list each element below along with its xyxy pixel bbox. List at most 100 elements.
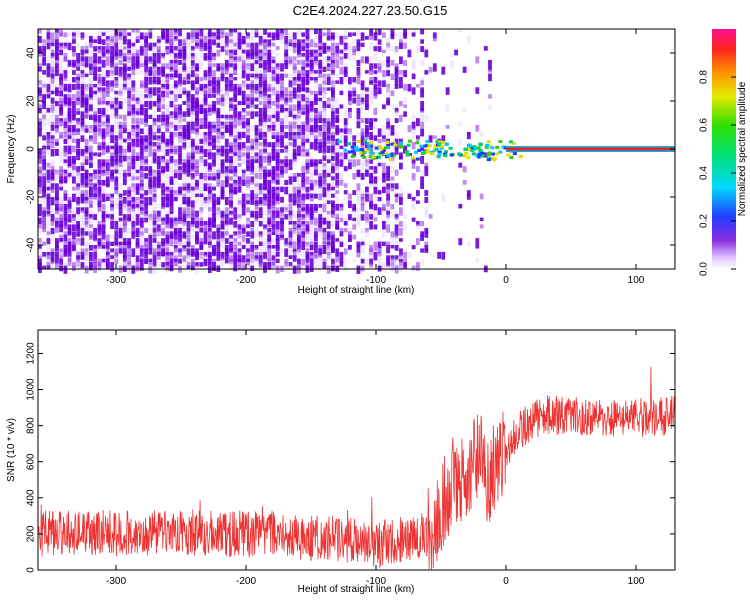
- spectrogram-cell: [110, 159, 115, 168]
- spectrogram-cell: [250, 63, 255, 72]
- spectrogram-band-cell: [490, 156, 495, 160]
- spectrogram-cell: [173, 149, 178, 155]
- spectrogram-cell: [284, 207, 289, 213]
- spectrogram-band-cell: [368, 150, 373, 154]
- spectrogram-cell: [335, 152, 340, 160]
- spectrogram-cell: [114, 83, 119, 88]
- spectrogram-cell: [331, 169, 335, 174]
- spectrogram-cell: [420, 159, 425, 163]
- spectrogram-cell: [135, 183, 140, 190]
- spectrogram-cell: [339, 152, 344, 159]
- spectrogram-cell: [165, 135, 170, 142]
- snr-frame: [37, 329, 676, 571]
- spectrogram-cell: [348, 231, 352, 237]
- spectrogram-band-cell: [389, 153, 393, 157]
- spectrogram-cell: [318, 87, 323, 93]
- spectrogram-cell: [258, 101, 263, 106]
- spectrogram-cell: [284, 94, 289, 100]
- spectrogram-cell: [72, 145, 76, 153]
- spectrogram-cell: [63, 262, 68, 269]
- spectrogram-cell: [59, 80, 64, 88]
- spectrogram-cell: [50, 169, 55, 176]
- spectrogram-cell: [314, 224, 318, 230]
- spectrogram-cell: [216, 42, 221, 48]
- spectrogram-cell: [373, 70, 378, 75]
- spectrogram-cell: [258, 193, 263, 198]
- spectrogram-cell: [399, 207, 403, 216]
- spectrogram-cell: [59, 135, 64, 139]
- spectrogram-cell: [46, 183, 51, 190]
- spectrogram-cell: [144, 251, 149, 259]
- spectrogram-cell: [275, 152, 280, 158]
- spectrogram-cell: [258, 155, 263, 163]
- spectrogram-cell: [199, 42, 204, 49]
- spectrogram-cell: [352, 46, 357, 53]
- spectrogram-cell: [118, 49, 123, 56]
- spectrogram-cell: [339, 59, 344, 66]
- spectrogram-cell: [55, 210, 59, 215]
- spectrogram-cell: [59, 66, 64, 74]
- spectrogram-cell: [305, 162, 310, 169]
- spectrogram-cell: [195, 145, 199, 150]
- spectrogram-cell: [216, 101, 221, 106]
- spectrogram-cell: [339, 135, 344, 140]
- spectrogram-cell: [161, 262, 166, 268]
- spectrogram-cell: [220, 128, 225, 135]
- spectrogram-cell: [224, 138, 229, 148]
- spectrogram-cell: [84, 159, 89, 166]
- spectrogram-cell: [263, 66, 267, 74]
- spectrogram-cell: [449, 53, 454, 58]
- spectrogram-cell: [411, 29, 416, 36]
- spectrogram-cell: [394, 245, 399, 251]
- spectrogram-cell: [250, 169, 255, 175]
- spectrogram-cell: [267, 190, 272, 195]
- spectrogram-cell: [46, 169, 51, 177]
- spectrogram-cell: [301, 53, 306, 57]
- spectrogram-cell: [229, 183, 233, 192]
- spectrogram-cell: [46, 39, 51, 46]
- spectrogram-x-label: Height of straight line (km): [298, 285, 415, 296]
- spectrogram-cell: [466, 152, 471, 157]
- spectrogram-cell: [292, 125, 297, 130]
- spectrogram-cell: [267, 231, 272, 237]
- spectrogram-cell: [318, 214, 323, 220]
- spectrogram-cell: [131, 155, 136, 163]
- spectrogram-cell: [165, 248, 170, 255]
- spectrogram-cell: [169, 207, 174, 213]
- spectrogram-cell: [314, 125, 318, 134]
- spectrogram-cell: [63, 94, 68, 101]
- spectrogram-cell: [161, 190, 166, 196]
- spectrogram-cell: [84, 145, 89, 152]
- spectrogram-cell: [173, 59, 178, 67]
- spectrogram-cell: [152, 149, 157, 156]
- spectrogram-cell: [46, 73, 51, 78]
- spectrogram-cell: [258, 32, 263, 38]
- spectrogram-cell: [72, 138, 76, 144]
- spectrogram-cell: [148, 145, 153, 151]
- spectrogram-cell: [110, 173, 115, 180]
- spectrogram-cell: [314, 255, 318, 259]
- spectrogram-cell: [144, 46, 149, 51]
- spectrogram-cell: [93, 114, 98, 121]
- spectrogram-cell: [114, 121, 119, 130]
- spectrogram-cell: [118, 138, 123, 145]
- spectrogram-cell: [280, 59, 284, 64]
- spectrogram-band-cell: [380, 150, 385, 154]
- spectrogram-cell: [292, 155, 297, 162]
- spectrogram-cell: [50, 149, 55, 153]
- spectrogram-cell: [284, 125, 289, 129]
- spectrogram-cell: [224, 97, 229, 105]
- spectrogram-cell: [97, 121, 102, 127]
- spectrogram-cell: [424, 210, 429, 218]
- spectrogram-cell: [288, 125, 293, 131]
- spectrogram-band-cell: [462, 154, 467, 158]
- spectrogram-cell: [165, 159, 170, 165]
- spectrogram-cell: [373, 241, 378, 246]
- spectrogram-cell: [458, 203, 463, 209]
- spectrogram-cell: [55, 70, 59, 77]
- spectrogram-cell: [271, 131, 276, 139]
- spectrogram-cell: [318, 227, 323, 233]
- spectrogram-cell: [241, 128, 246, 133]
- spectrogram-cell: [67, 255, 72, 262]
- spectrogram-cell: [246, 207, 250, 213]
